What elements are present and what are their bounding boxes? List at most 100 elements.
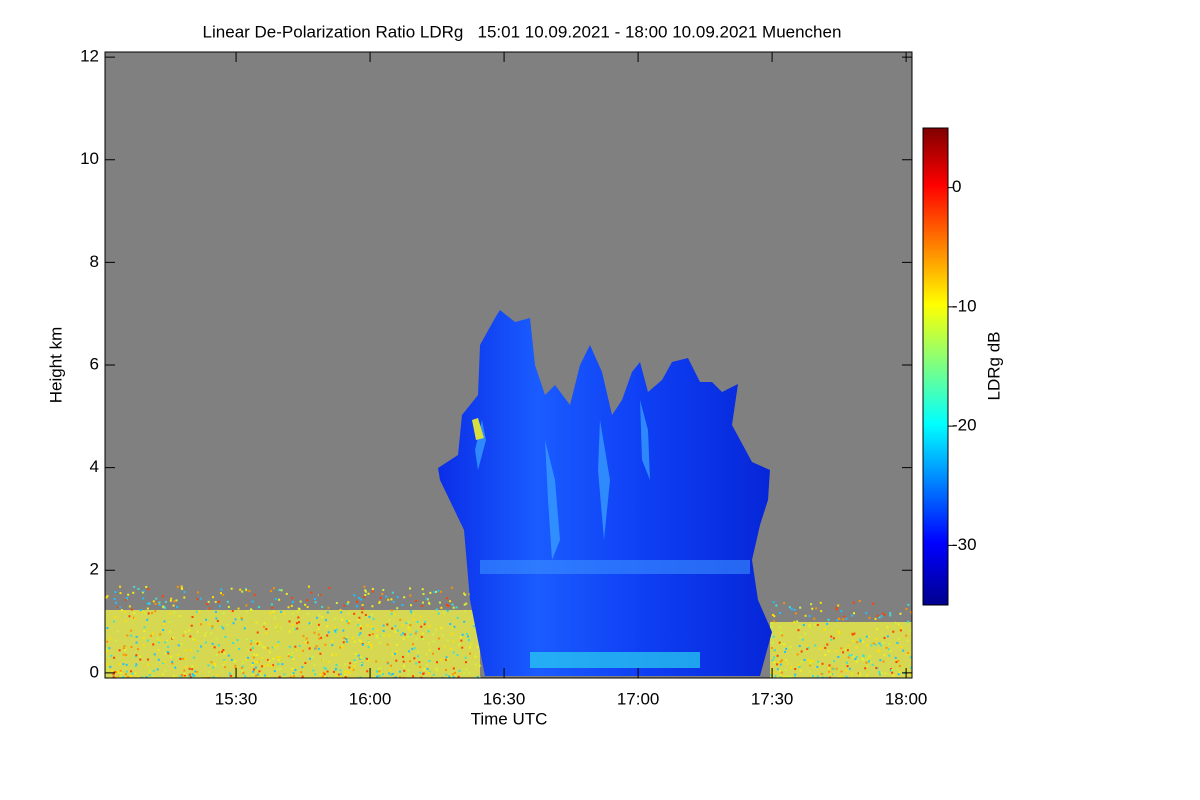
speckle [366,670,369,673]
speckle [847,656,850,659]
speckle [191,675,194,678]
speckle [466,635,469,638]
speckle [346,636,349,639]
speckle [407,673,410,676]
speckle [295,622,298,625]
speckle [193,674,196,677]
speckle [354,661,357,664]
speckle [323,673,326,676]
y-tick-label: 4 [90,457,99,476]
speckle [453,625,456,628]
speckle [460,639,463,642]
speckle [339,646,342,649]
speckle [319,594,322,597]
speckle [780,631,783,634]
speckle [146,602,149,605]
y-tick-label: 10 [80,149,99,168]
speckle [361,607,364,610]
speckle [112,620,115,623]
speckle [379,671,382,674]
speckle [859,640,862,643]
speckle [787,675,790,678]
speckle [780,642,783,645]
speckle [770,625,773,628]
speckle [879,659,882,662]
speckle [421,601,424,604]
speckle [350,668,353,671]
speckle [287,655,290,658]
speckle [256,673,259,676]
speckle [403,666,406,669]
speckle [848,667,851,670]
speckle [236,639,239,642]
speckle [835,606,838,609]
speckle [277,663,280,666]
speckle [339,675,342,678]
speckle [117,606,120,609]
speckle [794,676,797,678]
speckle [446,658,449,661]
speckle [128,615,131,618]
speckle [803,658,806,661]
speckle [461,633,464,636]
speckle [415,630,418,633]
speckle [465,661,468,664]
speckle [424,620,427,623]
speckle [827,650,830,653]
speckle [835,667,838,670]
speckle [246,610,249,613]
speckle [395,650,398,653]
speckle [858,600,861,603]
speckle [821,662,824,665]
speckle [113,671,116,674]
speckle [783,675,786,678]
speckle [339,669,342,672]
speckle [122,676,125,678]
speckle [270,603,273,606]
speckle [266,663,269,666]
speckle [182,634,185,637]
speckle [909,629,912,632]
speckle [283,675,286,678]
speckle [296,610,299,613]
speckle [779,674,782,677]
speckle [375,660,378,663]
speckle [794,668,797,671]
speckle [445,658,448,661]
speckle [865,661,868,664]
speckle [141,610,144,613]
speckle [824,646,827,649]
speckle [392,600,395,603]
speckle [227,654,230,657]
speckle [130,670,133,673]
speckle [778,661,781,664]
speckle [250,642,253,645]
speckle [353,612,356,615]
speckle [412,612,415,615]
speckle [280,627,283,630]
speckle [110,669,113,672]
speckle [125,663,128,666]
speckle [353,665,356,668]
speckle [335,628,338,631]
speckle [420,625,423,628]
speckle [879,644,882,647]
speckle [889,669,892,672]
speckle [142,644,145,647]
speckle [446,597,449,600]
speckle [253,593,256,596]
speckle [119,670,122,673]
y-tick-label: 0 [90,662,99,681]
speckle [319,652,322,655]
speckle [205,631,208,634]
speckle [428,649,431,652]
speckle [422,593,425,596]
speckle [344,673,347,676]
speckle [408,650,411,653]
speckle [838,632,841,635]
speckle [218,651,221,654]
speckle [372,617,375,620]
speckle [459,636,462,639]
speckle [840,675,843,678]
speckle [878,642,881,645]
